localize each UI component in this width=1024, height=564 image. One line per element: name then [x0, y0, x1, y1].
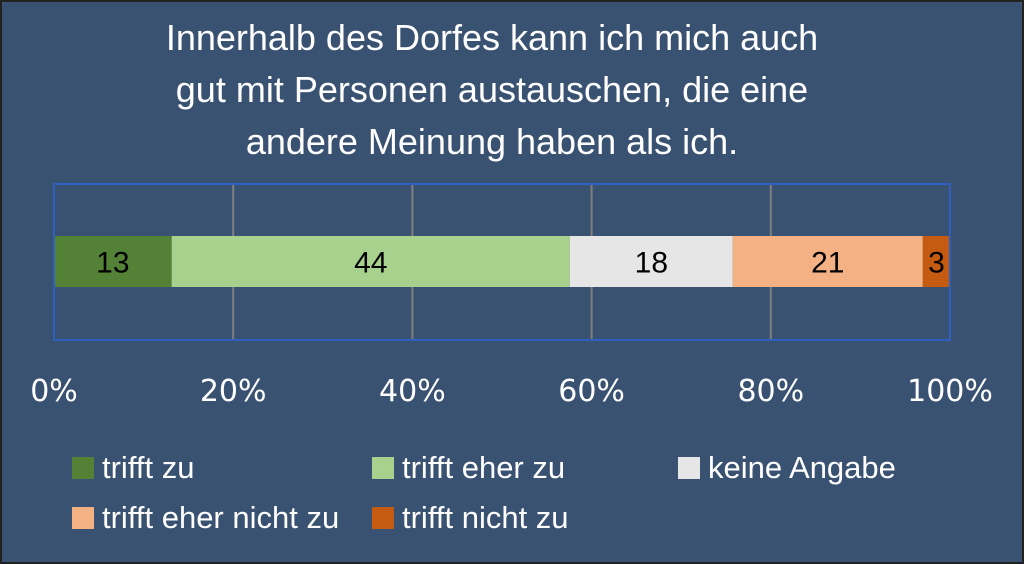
- data-label-3: 21: [811, 247, 844, 280]
- legend-label-keine-angabe: keine Angabe: [708, 450, 896, 485]
- chart-title-line-1: Innerhalb des Dorfes kann ich mich auch: [165, 17, 819, 58]
- legend-label-trifft-nicht-zu: trifft nicht zu: [402, 500, 569, 535]
- legend-swatch-trifft-eher-zu: [372, 457, 394, 479]
- legend-label-trifft-eher-nicht-zu: trifft eher nicht zu: [102, 500, 340, 535]
- bar-segment-1: [171, 236, 570, 287]
- bar-segment-4: [922, 236, 950, 287]
- x-tick-label-80: 80%: [737, 374, 805, 409]
- legend-swatch-keine-angabe: [678, 457, 700, 479]
- legend-label-trifft-zu: trifft zu: [102, 450, 195, 485]
- plot-border: [53, 183, 951, 341]
- legend-swatch-trifft-zu: [72, 457, 94, 479]
- x-tick-label-40: 40%: [379, 374, 446, 409]
- bar-segment-0: [54, 236, 172, 287]
- legend-item-trifft-eher-nicht-zu: trifft eher nicht zu: [72, 498, 339, 538]
- legend-item-trifft-nicht-zu: trifft nicht zu: [372, 498, 569, 538]
- x-tick-label-0: 0%: [30, 374, 78, 409]
- legend-item-trifft-eher-zu: trifft eher zu: [372, 448, 565, 488]
- chart-title: Innerhalb des Dorfes kann ich mich auch …: [42, 12, 942, 168]
- data-label-2: 18: [635, 247, 668, 280]
- x-tick-label-100: 100%: [907, 374, 993, 409]
- legend-item-trifft-zu: trifft zu: [72, 448, 194, 488]
- legend-swatch-trifft-eher-nicht-zu: [72, 507, 94, 529]
- bar-segment-2: [569, 236, 733, 287]
- bar-segment-3: [732, 236, 923, 287]
- x-tick-label-20: 20%: [199, 374, 267, 409]
- x-tick-label-60: 60%: [558, 374, 625, 409]
- legend-label-trifft-eher-zu: trifft eher zu: [402, 450, 566, 485]
- legend-item-keine-angabe: keine Angabe: [678, 448, 896, 488]
- chart-title-line-2: gut mit Personen austauschen, die eine: [175, 69, 809, 110]
- data-label-1: 44: [354, 247, 387, 280]
- data-label-4: 3: [928, 247, 945, 280]
- chart-title-line-3: andere Meinung haben als ich.: [245, 121, 739, 162]
- legend-swatch-trifft-nicht-zu: [372, 507, 394, 529]
- data-label-0: 13: [96, 247, 129, 280]
